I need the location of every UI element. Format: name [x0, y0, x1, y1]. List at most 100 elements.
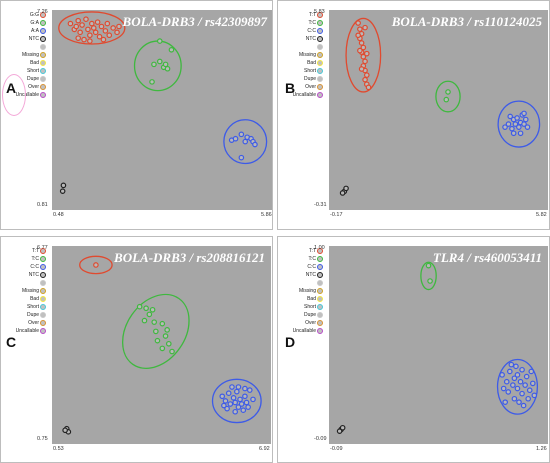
data-point[interactable]: [519, 390, 525, 397]
data-point[interactable]: [499, 372, 505, 378]
data-point[interactable]: [355, 32, 361, 39]
data-point[interactable]: [114, 29, 120, 36]
data-point[interactable]: [525, 395, 532, 402]
data-point[interactable]: [522, 382, 528, 388]
data-point[interactable]: [511, 375, 518, 382]
data-point[interactable]: [500, 385, 507, 392]
data-point[interactable]: [509, 125, 515, 132]
data-point[interactable]: [75, 17, 82, 24]
data-point[interactable]: [92, 29, 99, 36]
data-point[interactable]: [357, 26, 363, 32]
data-point[interactable]: [149, 79, 155, 85]
data-point[interactable]: [136, 303, 143, 310]
data-point[interactable]: [243, 399, 250, 406]
data-point[interactable]: [523, 373, 530, 380]
data-point[interactable]: [516, 399, 522, 405]
data-point[interactable]: [232, 399, 238, 406]
data-point[interactable]: [521, 110, 527, 117]
data-point[interactable]: [93, 262, 99, 268]
data-point[interactable]: [427, 278, 433, 284]
data-point[interactable]: [221, 402, 227, 409]
data-point[interactable]: [149, 306, 156, 313]
data-point[interactable]: [143, 305, 149, 312]
data-point[interactable]: [365, 84, 372, 91]
data-point[interactable]: [162, 333, 169, 339]
data-point[interactable]: [252, 141, 258, 148]
data-point[interactable]: [510, 382, 516, 388]
data-point[interactable]: [246, 387, 253, 393]
data-point[interactable]: [81, 36, 87, 43]
data-point[interactable]: [514, 372, 521, 378]
data-point[interactable]: [502, 399, 509, 405]
data-point[interactable]: [229, 384, 235, 390]
data-point[interactable]: [165, 340, 172, 347]
data-point[interactable]: [224, 405, 230, 412]
data-point[interactable]: [242, 138, 249, 145]
data-point[interactable]: [110, 25, 116, 31]
data-point[interactable]: [343, 185, 349, 192]
data-point[interactable]: [511, 395, 518, 402]
data-point[interactable]: [102, 28, 109, 34]
data-point[interactable]: [238, 401, 245, 407]
data-point[interactable]: [73, 23, 80, 30]
data-point[interactable]: [90, 25, 97, 31]
data-point[interactable]: [154, 337, 161, 344]
data-point[interactable]: [238, 154, 245, 161]
data-point[interactable]: [360, 53, 367, 60]
data-point[interactable]: [358, 40, 365, 46]
data-point[interactable]: [528, 368, 535, 375]
data-point[interactable]: [362, 24, 368, 31]
data-point[interactable]: [360, 44, 367, 51]
data-point[interactable]: [222, 398, 229, 404]
data-point[interactable]: [79, 22, 85, 28]
data-point[interactable]: [60, 182, 67, 189]
data-point[interactable]: [520, 402, 527, 409]
data-point[interactable]: [153, 328, 159, 335]
data-point[interactable]: [94, 19, 101, 25]
data-point[interactable]: [62, 427, 68, 434]
data-point[interactable]: [522, 116, 529, 123]
data-point[interactable]: [521, 121, 527, 127]
data-point[interactable]: [514, 115, 520, 121]
data-point[interactable]: [445, 89, 451, 95]
data-point[interactable]: [235, 404, 242, 410]
data-point[interactable]: [159, 320, 166, 327]
data-point[interactable]: [238, 131, 245, 138]
data-point[interactable]: [164, 65, 171, 72]
data-point[interactable]: [363, 72, 370, 78]
data-point[interactable]: [513, 363, 519, 370]
data-point[interactable]: [83, 16, 89, 23]
data-point[interactable]: [168, 47, 175, 53]
data-point[interactable]: [96, 33, 103, 40]
data-point[interactable]: [358, 66, 365, 72]
data-point[interactable]: [237, 396, 243, 403]
data-point[interactable]: [514, 385, 521, 392]
data-point[interactable]: [507, 113, 514, 120]
data-point[interactable]: [88, 20, 95, 27]
data-point[interactable]: [250, 396, 256, 403]
data-point[interactable]: [355, 20, 361, 26]
data-point[interactable]: [156, 58, 163, 65]
data-point[interactable]: [510, 130, 517, 137]
data-point[interactable]: [517, 378, 524, 385]
data-point[interactable]: [505, 389, 512, 395]
data-point[interactable]: [362, 58, 368, 65]
data-point[interactable]: [169, 348, 175, 355]
data-point[interactable]: [519, 366, 525, 373]
data-point[interactable]: [75, 35, 82, 41]
data-point[interactable]: [227, 401, 234, 407]
data-point[interactable]: [116, 23, 122, 30]
data-point[interactable]: [232, 408, 238, 415]
data-point[interactable]: [503, 378, 510, 385]
data-point[interactable]: [425, 262, 432, 269]
data-point[interactable]: [232, 135, 239, 142]
data-point[interactable]: [100, 36, 107, 43]
data-point[interactable]: [151, 319, 158, 325]
data-point[interactable]: [526, 387, 533, 394]
data-point[interactable]: [443, 96, 450, 103]
data-point[interactable]: [159, 345, 166, 352]
data-point[interactable]: [85, 26, 91, 33]
data-point[interactable]: [336, 428, 343, 434]
data-point[interactable]: [164, 327, 170, 333]
data-point[interactable]: [106, 32, 113, 39]
